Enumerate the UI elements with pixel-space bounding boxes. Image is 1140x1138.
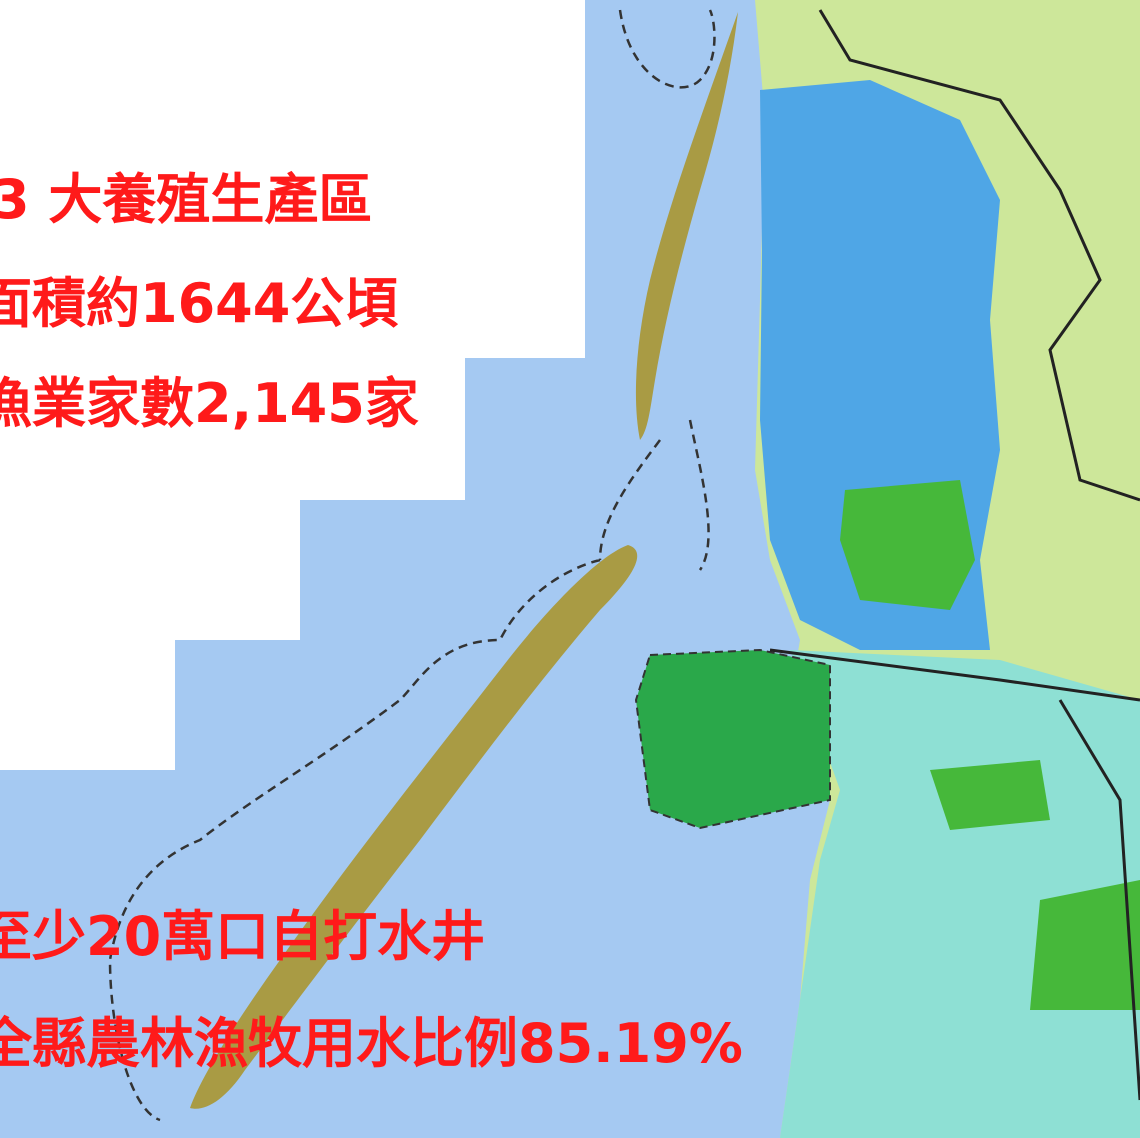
forest-patch	[1030, 880, 1140, 1010]
forest-patch	[840, 480, 975, 610]
top-labels: 3 大養殖生產區 面積約1644公頃 漁業家數2,145家	[0, 168, 419, 435]
sandbar	[635, 12, 738, 440]
wetland-zone	[780, 650, 1140, 1138]
label: 漁業家數2,145家	[0, 372, 419, 435]
forest-patch	[930, 760, 1050, 830]
label: 全縣農林漁牧用水比例85.19%	[0, 1012, 743, 1075]
label: 3 大養殖生產區	[0, 168, 372, 231]
forest-patch	[634, 648, 831, 830]
sandbar	[190, 545, 638, 1109]
label: 面積約1644公頃	[0, 272, 398, 335]
bottom-labels: 至少20萬口自打水井 全縣農林漁牧用水比例85.19%	[0, 905, 743, 1075]
dashed-boundary	[108, 9, 716, 1122]
label: 至少20萬口自打水井	[0, 905, 485, 968]
county-boundary	[769, 9, 1140, 1101]
